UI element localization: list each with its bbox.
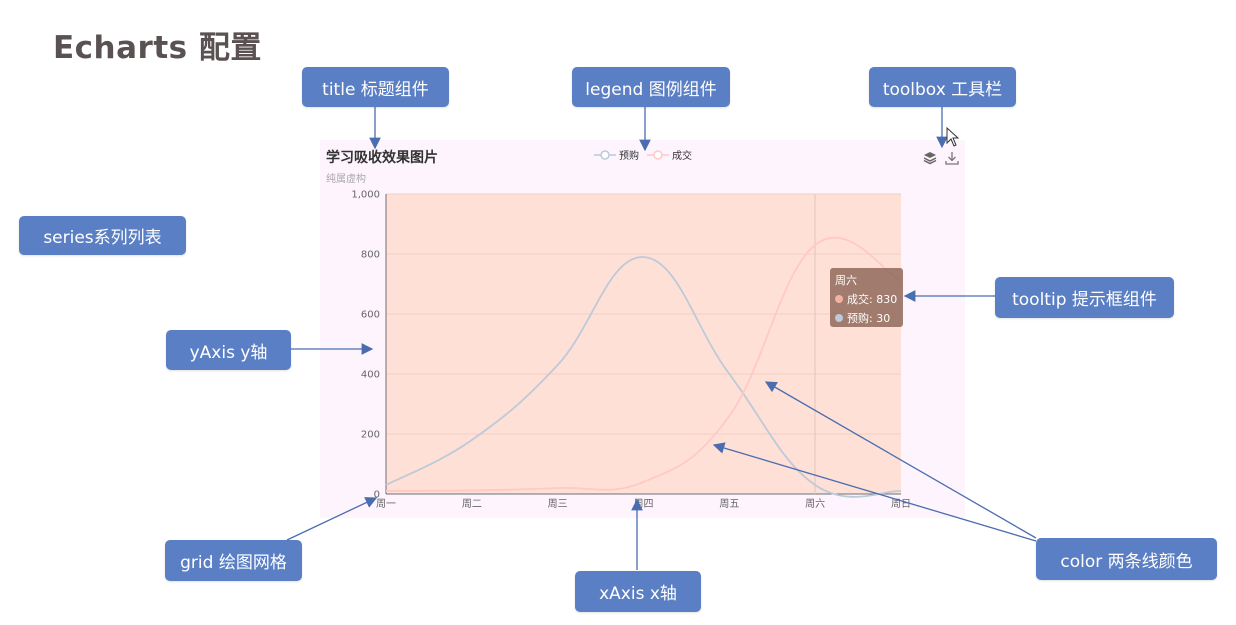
callout-xaxis: xAxis x轴 [575, 571, 701, 612]
x-tick-label: 周一 [376, 498, 396, 510]
page-title: Echarts 配置 [53, 30, 262, 66]
x-tick-label: 周日 [891, 498, 911, 510]
tooltip-row-label: 预购: 30 [847, 312, 891, 325]
callout-legend: legend 图例组件 [572, 67, 730, 107]
callout-toolbox: toolbox 工具栏 [869, 67, 1016, 107]
y-tick-label: 800 [361, 250, 380, 261]
callout-arrows [286, 107, 1037, 570]
chart-toolbox [922, 150, 966, 166]
legend-label-yugou: 预购 [619, 151, 639, 162]
tooltip-row-label: 成交: 830 [847, 293, 898, 306]
y-tick-label: 200 [361, 430, 380, 441]
y-tick-labels: 0 200 400 600 800 1,000 [351, 190, 380, 501]
x-tick-label: 周五 [719, 498, 739, 510]
chart-subtitle: 纯属虚构 [326, 174, 366, 185]
series-lines [385, 236, 902, 498]
x-tick-labels: 周一 周二 周三 周四 周五 周六 周日 [376, 498, 911, 510]
x-tick-label: 周三 [548, 498, 568, 510]
chart-title: 学习吸收效果图片 [326, 150, 438, 166]
series-line-yugou [385, 256, 902, 498]
stack-icon[interactable] [922, 150, 938, 166]
arrow-grid [286, 497, 378, 541]
y-tick-label: 600 [361, 310, 380, 321]
tooltip-dot-icon [835, 295, 843, 303]
arrow-color-1 [764, 381, 1037, 539]
callout-grid: grid 绘图网格 [165, 540, 302, 581]
callout-color: color 两条线颜色 [1036, 538, 1217, 580]
series-line-chengjiao [385, 236, 902, 492]
callout-tooltip: tooltip 提示框组件 [995, 277, 1174, 318]
y-tick-label: 1,000 [351, 190, 380, 201]
chart-tooltip: 周六 成交: 830 预购: 30 [830, 268, 903, 327]
x-tick-label: 周二 [462, 498, 482, 510]
y-tick-label: 400 [361, 370, 380, 381]
y-tick-label: 0 [374, 490, 380, 501]
legend-line-icon [647, 149, 669, 160]
tooltip-row: 预购: 30 [835, 310, 898, 326]
chart-legend: 预购 成交 [594, 147, 700, 162]
tooltip-dot-icon [835, 314, 843, 322]
download-icon[interactable] [944, 150, 960, 166]
legend-item-chengjiao[interactable]: 成交 [647, 147, 692, 162]
tooltip-header: 周六 [835, 274, 857, 287]
callout-series: series系列列表 [19, 216, 186, 255]
callout-title: title 标题组件 [302, 67, 449, 107]
callout-yaxis: yAxis y轴 [166, 330, 291, 370]
legend-item-yugou[interactable]: 预购 [594, 147, 639, 162]
x-tick-label: 周六 [805, 498, 825, 510]
legend-label-chengjiao: 成交 [672, 151, 692, 162]
arrow-color-2 [712, 442, 1037, 542]
legend-line-icon [594, 149, 616, 160]
tooltip-row: 成交: 830 [835, 291, 898, 307]
